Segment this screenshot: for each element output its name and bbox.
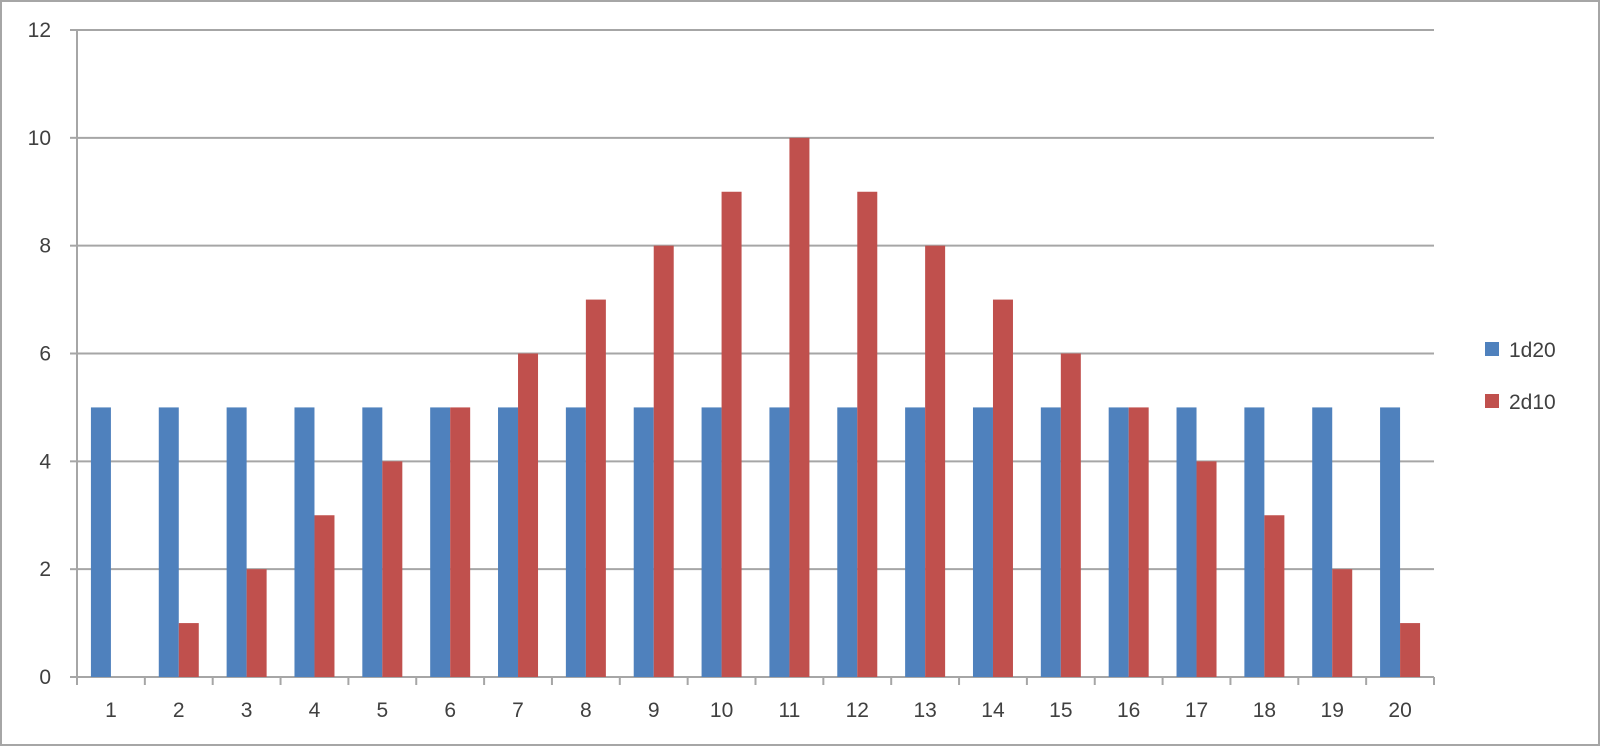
x-tick-labels: 1 2 3 4 5 6 7 8 9 10 11 12 13 14 15 16 17 18 19 20 bbox=[105, 699, 1412, 722]
bar-1d20-15 bbox=[1040, 407, 1061, 677]
bar-1d20-3 bbox=[226, 407, 247, 677]
x-tick-label: 16 bbox=[1117, 699, 1140, 722]
y-tick-label: 10 bbox=[28, 127, 51, 150]
x-tick-label: 12 bbox=[846, 699, 869, 722]
x-tick-label: 1 bbox=[105, 699, 117, 722]
bar-1d20-2 bbox=[158, 407, 179, 677]
x-tick-label: 4 bbox=[309, 699, 321, 722]
bar-1d20-10 bbox=[701, 407, 722, 677]
gridlines bbox=[77, 29, 1434, 571]
x-tick-label: 13 bbox=[913, 699, 936, 722]
bar-1d20-11 bbox=[769, 407, 790, 677]
bar-2d10-16 bbox=[1128, 407, 1149, 677]
bar-2d10-12 bbox=[857, 191, 878, 677]
axes bbox=[70, 29, 1435, 685]
legend: 1d20 2d10 bbox=[1485, 339, 1556, 414]
x-tick-label: 10 bbox=[710, 699, 733, 722]
bar-2d10-5 bbox=[382, 461, 403, 677]
x-tick-label: 6 bbox=[444, 699, 456, 722]
bar-2d10-14 bbox=[992, 299, 1013, 677]
bar-1d20-13 bbox=[905, 407, 926, 677]
y-tick-label: 8 bbox=[39, 235, 51, 258]
x-tick-label: 17 bbox=[1185, 699, 1208, 722]
bar-2d10-18 bbox=[1264, 515, 1285, 677]
bar-2d10-15 bbox=[1060, 353, 1081, 677]
y-tick-label: 0 bbox=[39, 666, 51, 689]
bar-1d20-20 bbox=[1380, 407, 1401, 677]
x-tick-label: 3 bbox=[241, 699, 253, 722]
bar-1d20-12 bbox=[837, 407, 858, 677]
bar-2d10-19 bbox=[1332, 569, 1353, 677]
x-tick-label: 8 bbox=[580, 699, 592, 722]
bar-1d20-14 bbox=[972, 407, 993, 677]
y-tick-labels: 0 2 4 6 8 10 12 bbox=[28, 19, 52, 689]
legend-label: 2d10 bbox=[1509, 391, 1556, 414]
bar-1d20-19 bbox=[1312, 407, 1333, 677]
legend-label: 1d20 bbox=[1509, 339, 1556, 362]
bar-1d20-4 bbox=[294, 407, 315, 677]
bar-2d10-20 bbox=[1400, 623, 1421, 677]
x-tick-label: 19 bbox=[1321, 699, 1344, 722]
x-tick-label: 2 bbox=[173, 699, 185, 722]
bar-2d10-11 bbox=[789, 137, 810, 678]
bar-1d20-5 bbox=[362, 407, 383, 677]
bar-2d10-10 bbox=[721, 191, 742, 677]
bars bbox=[90, 137, 1421, 678]
legend-swatch bbox=[1485, 342, 1499, 356]
bar-2d10-6 bbox=[450, 407, 471, 677]
bar-1d20-17 bbox=[1176, 407, 1197, 677]
y-tick-label: 4 bbox=[39, 450, 51, 473]
x-tick-label: 18 bbox=[1253, 699, 1276, 722]
x-tick-label: 9 bbox=[648, 699, 660, 722]
bar-2d10-9 bbox=[653, 245, 674, 677]
bar-2d10-8 bbox=[585, 299, 606, 677]
x-tick-label: 20 bbox=[1388, 699, 1411, 722]
x-tick-label: 7 bbox=[512, 699, 524, 722]
y-tick-label: 6 bbox=[39, 343, 51, 366]
y-tick-label: 12 bbox=[28, 19, 51, 42]
bar-2d10-7 bbox=[518, 353, 539, 677]
bar-2d10-3 bbox=[246, 569, 267, 677]
bar-1d20-9 bbox=[633, 407, 654, 677]
x-tick-label: 15 bbox=[1049, 699, 1072, 722]
x-tick-label: 11 bbox=[779, 699, 801, 722]
bar-1d20-16 bbox=[1108, 407, 1129, 677]
bar-1d20-6 bbox=[430, 407, 451, 677]
legend-swatch bbox=[1485, 394, 1499, 408]
bar-1d20-18 bbox=[1244, 407, 1265, 677]
bar-2d10-17 bbox=[1196, 461, 1217, 677]
bar-1d20-8 bbox=[565, 407, 586, 677]
x-tick-label: 5 bbox=[376, 699, 388, 722]
bar-1d20-1 bbox=[90, 407, 111, 677]
bar-1d20-7 bbox=[498, 407, 519, 677]
y-tick-label: 2 bbox=[39, 558, 51, 581]
bar-2d10-2 bbox=[178, 623, 199, 677]
x-tick-label: 14 bbox=[981, 699, 1005, 722]
bar-2d10-4 bbox=[314, 515, 335, 677]
bar-2d10-13 bbox=[925, 245, 946, 677]
